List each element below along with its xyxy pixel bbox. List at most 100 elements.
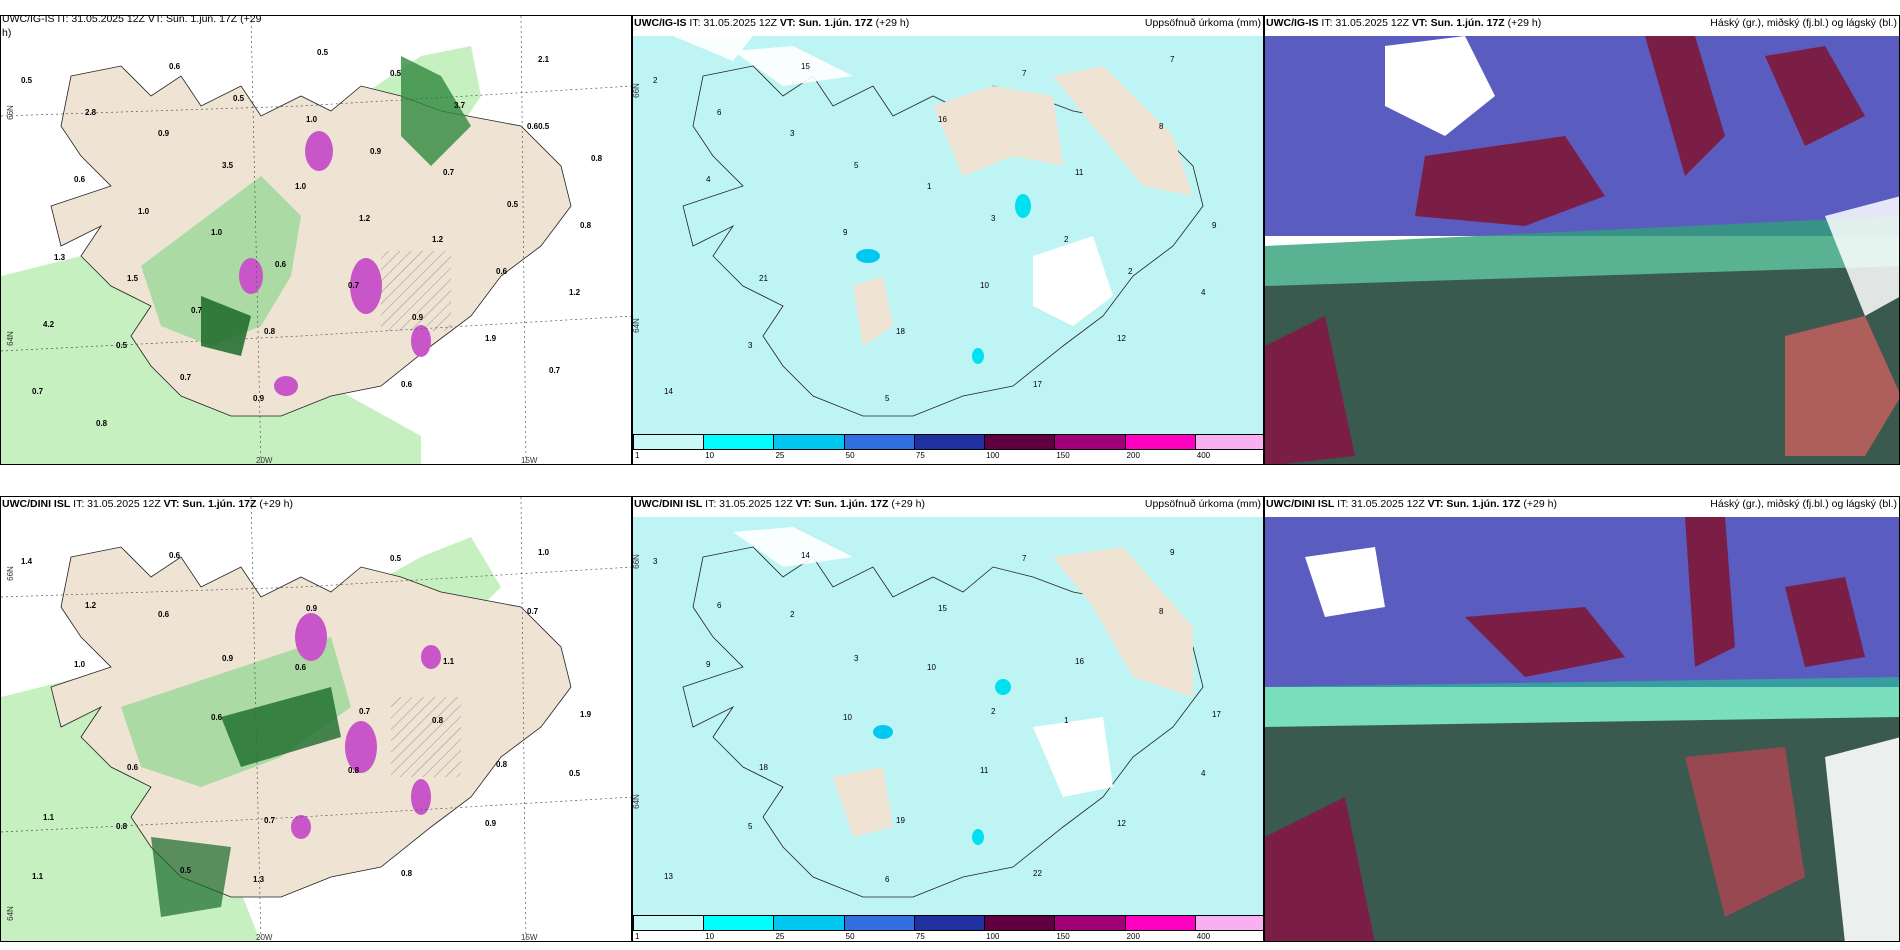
value-label: 1.0: [74, 660, 86, 669]
cloud-cover-map-top: UWC/IG-IS IT: 31.05.2025 12Z VT: Sun. 1.…: [1264, 15, 1900, 465]
value-label: 3: [748, 341, 753, 350]
colorbar-swatch: [773, 434, 845, 450]
value-label: 0.8: [116, 822, 128, 831]
colorbar-tick: 50: [845, 932, 855, 941]
init-time: IT: 31.05.2025 12Z: [705, 498, 793, 510]
value-label: 0.7: [359, 707, 371, 716]
value-label: 22: [1033, 869, 1042, 878]
value-label: 4: [1201, 769, 1206, 778]
precip-title-top: UWC/IG-IS IT: 31.05.2025 12Z VT: Sun. 1.…: [633, 16, 909, 30]
value-label: 5: [854, 161, 859, 170]
green-overlay: [121, 637, 351, 787]
value-label: 1.4: [21, 557, 33, 566]
colorbar-swatch: [1054, 915, 1126, 931]
value-label: 9: [1212, 221, 1217, 230]
colorbar-swatch: [703, 434, 775, 450]
value-label: 0.5: [390, 69, 402, 78]
colorbar-swatch: [843, 434, 915, 450]
valid-time: Sun. 1.jún. 17Z: [798, 17, 873, 29]
value-label: 0.5: [390, 554, 402, 563]
value-label: 12: [1117, 334, 1126, 343]
value-label: 0.5: [233, 94, 245, 103]
wind-map-title-top: UWC/IG-IS IT: 31.05.2025 12Z VT: Sun. 1.…: [1, 16, 261, 40]
value-label: 1.0: [295, 182, 307, 191]
cloud-cover-map-bottom: UWC/DINI ISL IT: 31.05.2025 12Z VT: Sun.…: [1264, 496, 1900, 942]
colorbar-tick: 150: [1056, 451, 1070, 460]
value-label: 0.5: [317, 48, 329, 57]
valid-time: Sun. 1.jún. 17Z: [182, 498, 257, 510]
value-label: 1.0: [538, 548, 550, 557]
title-text-cont: h): [2, 27, 12, 39]
model-name: UWC/IG-IS: [634, 17, 687, 29]
magenta-cell: [295, 613, 327, 661]
wind-precip-map-bottom: UWC/DINI ISL IT: 31.05.2025 12Z VT: Sun.…: [0, 496, 632, 942]
value-label: 0.7: [549, 366, 561, 375]
vt-label: VT:: [163, 498, 180, 510]
lead-time: (+29 h): [259, 498, 293, 510]
precip-subtitle-bottom: Uppsöfnuð úrkoma (mm): [1144, 498, 1261, 510]
value-label: 14: [664, 387, 673, 396]
value-label: 1.1: [32, 872, 44, 881]
cloud-map-svg-top: [1265, 36, 1899, 464]
magenta-cell: [411, 779, 431, 815]
hatched-glacier: [391, 697, 461, 777]
green-overlay-2: [401, 56, 471, 166]
green-overlay: [141, 176, 301, 346]
colorbar-tick: 150: [1056, 932, 1070, 941]
value-label: 1.2: [569, 288, 581, 297]
value-label: 0.6: [496, 267, 508, 276]
value-label: 0.6: [211, 713, 223, 722]
wind-map-title-bottom: UWC/DINI ISL IT: 31.05.2025 12Z VT: Sun.…: [1, 497, 293, 511]
lat-label-64: 64N: [5, 331, 15, 346]
colorbar-tick: 400: [1196, 451, 1211, 460]
value-label: 3: [854, 654, 859, 663]
cloud-title-bottom: UWC/DINI ISL IT: 31.05.2025 12Z VT: Sun.…: [1265, 497, 1557, 511]
value-label: 2: [1128, 267, 1133, 276]
colorbar-tick: 50: [845, 451, 855, 460]
value-label: 0.7: [180, 373, 192, 382]
precip-map-svg-bottom: [633, 517, 1263, 917]
value-label: 15: [938, 604, 947, 613]
accum-precip-map-bottom: UWC/DINI ISL IT: 31.05.2025 12Z VT: Sun.…: [632, 496, 1264, 942]
value-label: 0.9: [222, 654, 234, 663]
colorbar-tick: 75: [915, 451, 925, 460]
model-name: UWC/DINI ISL: [2, 498, 71, 510]
colorbar-tick: 100: [986, 932, 1000, 941]
hatched-glacier: [381, 251, 451, 331]
grid-line: [520, 497, 527, 941]
magenta-cell: [239, 258, 263, 294]
grid-line: [250, 497, 262, 941]
wind-precip-map-top: UWC/IG-IS IT: 31.05.2025 12Z VT: Sun. 1.…: [0, 15, 632, 465]
value-label: 0.5: [507, 200, 519, 209]
value-label: 2.8: [85, 108, 97, 117]
cloud-title-top: UWC/IG-IS IT: 31.05.2025 12Z VT: Sun. 1.…: [1265, 16, 1541, 30]
value-label: 6: [885, 875, 890, 884]
value-label: 6: [717, 108, 722, 117]
value-label: 1.5: [127, 274, 139, 283]
value-label: 0.9: [306, 604, 318, 613]
value-label: 2: [790, 610, 795, 619]
vt-label: VT:: [1411, 17, 1428, 29]
value-label: 5: [885, 394, 890, 403]
value-label: 0.6: [74, 175, 86, 184]
value-label: 4: [1201, 288, 1206, 297]
magenta-cell: [305, 131, 333, 171]
model-name: UWC/DINI ISL: [634, 498, 703, 510]
cloud-map-svg-bottom: [1265, 517, 1899, 941]
value-label: 0.6: [127, 763, 139, 772]
value-label: 0.8: [591, 154, 603, 163]
value-label: 9: [706, 660, 711, 669]
grid-line: [1, 566, 631, 598]
value-label: 0.6: [169, 62, 181, 71]
value-label: 0.5: [180, 866, 192, 875]
value-label: 0.60.5: [527, 122, 550, 131]
colorbar-swatch: [984, 434, 1056, 450]
colorbar-tick: 200: [1126, 451, 1140, 460]
lead-time: (+29 h): [891, 498, 925, 510]
value-label: 1.0: [306, 115, 318, 124]
grid-line: [1, 85, 631, 117]
value-label: 17: [1212, 710, 1221, 719]
dry-area: [853, 276, 893, 346]
colorbar-tick: 400: [1196, 932, 1211, 941]
lat-label-66: 66N: [5, 566, 15, 581]
